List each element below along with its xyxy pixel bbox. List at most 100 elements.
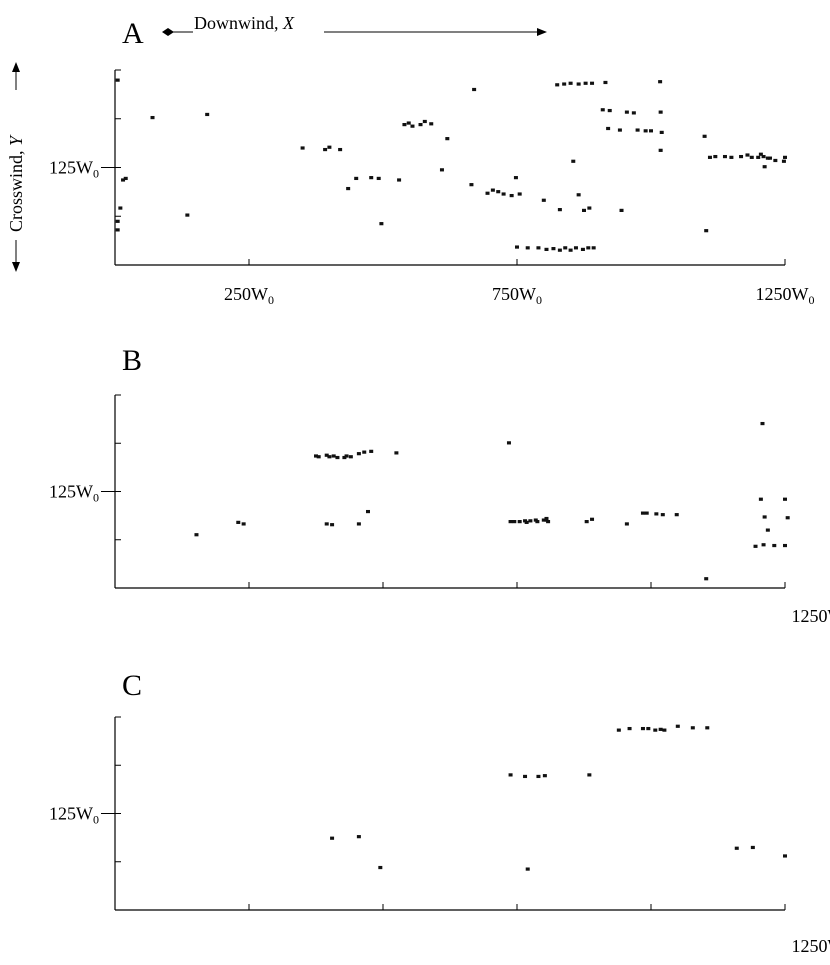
data-point	[472, 87, 477, 92]
data-point	[760, 421, 765, 426]
data-point	[342, 455, 347, 460]
data-point	[640, 511, 645, 515]
data-point	[525, 246, 530, 250]
data-point	[330, 523, 335, 527]
data-point	[713, 154, 718, 159]
data-point	[501, 192, 506, 196]
data-point	[300, 146, 305, 150]
data-point	[662, 728, 667, 732]
data-point	[658, 148, 663, 152]
data-point	[603, 80, 608, 85]
data-point	[123, 176, 128, 181]
data-point	[590, 81, 595, 85]
data-point	[758, 152, 763, 156]
data-point	[331, 454, 336, 458]
data-point	[761, 154, 766, 159]
data-point	[761, 543, 766, 547]
data-point	[185, 213, 190, 217]
data-point	[327, 145, 332, 149]
data-point	[749, 155, 754, 159]
data-point	[445, 137, 450, 141]
data-point	[783, 497, 787, 501]
data-point	[394, 451, 399, 455]
x-tick-label: 1250W0	[756, 284, 815, 307]
data-point	[617, 128, 622, 132]
data-point	[410, 124, 415, 128]
data-point	[555, 83, 560, 87]
data-point	[376, 176, 381, 181]
crosswind-label: Crosswind, Y	[6, 134, 26, 232]
data-point	[722, 154, 727, 159]
data-point	[406, 121, 411, 125]
data-point	[118, 206, 123, 210]
data-point	[739, 154, 744, 159]
data-point	[150, 115, 155, 120]
data-point	[762, 165, 767, 169]
data-point	[773, 158, 778, 163]
data-point	[536, 246, 541, 250]
data-point	[571, 159, 576, 163]
data-point	[316, 455, 321, 459]
x-tick-label: 1250W0	[792, 606, 830, 629]
data-point	[658, 80, 663, 84]
y-tick-label: 125W0	[49, 482, 99, 505]
data-point	[758, 497, 763, 501]
panel-a-letter: A	[122, 17, 144, 50]
y-tick-label-subscript: 0	[93, 813, 99, 827]
data-point	[557, 208, 562, 212]
data-point	[584, 520, 589, 524]
data-point	[582, 208, 586, 212]
data-point	[546, 520, 551, 524]
x-tick-label-subscript: 0	[809, 293, 815, 307]
x-tick-label-subscript: 0	[268, 293, 274, 307]
data-point	[580, 247, 585, 251]
data-point	[586, 246, 591, 250]
data-point	[631, 111, 636, 115]
data-point	[690, 726, 695, 730]
data-point	[418, 123, 423, 127]
data-point	[658, 727, 663, 731]
downwind-var: X	[282, 13, 295, 33]
data-point	[402, 123, 407, 127]
crosswind-down-arrow-icon	[12, 262, 20, 272]
data-point	[542, 774, 547, 778]
downwind-label: Downwind, X	[194, 13, 295, 33]
data-point	[506, 441, 511, 445]
data-point	[587, 773, 592, 777]
data-point	[783, 543, 787, 548]
downwind-axis-title: Downwind, X	[162, 13, 547, 36]
data-point	[528, 519, 533, 523]
data-point	[783, 854, 787, 858]
data-point	[323, 147, 328, 152]
data-point	[535, 520, 540, 524]
data-point	[541, 198, 546, 202]
data-point	[496, 190, 501, 194]
panel-b: 1250W0 125W0	[49, 394, 830, 629]
crosswind-up-arrow-icon	[12, 62, 20, 72]
data-point	[653, 728, 658, 732]
data-point	[640, 726, 645, 731]
data-point	[115, 219, 120, 223]
data-point	[379, 222, 384, 226]
data-point	[587, 206, 592, 210]
data-point	[551, 247, 556, 251]
data-point	[115, 78, 120, 82]
y-tick-label: 125W0	[49, 158, 99, 181]
data-point	[541, 518, 546, 522]
panels: 250W0750W01250W0125W01250W0125W01250W012…	[49, 69, 830, 959]
data-point	[624, 110, 629, 114]
data-point	[324, 522, 329, 526]
data-point	[704, 577, 709, 581]
data-point	[397, 178, 402, 182]
crosswind-text: Crosswind,	[6, 150, 26, 232]
data-point	[513, 176, 518, 180]
data-point	[536, 774, 541, 779]
data-point	[346, 186, 351, 191]
data-point	[236, 520, 241, 524]
data-point	[590, 517, 595, 521]
data-point	[568, 81, 573, 85]
data-point	[557, 248, 562, 252]
y-tick-label-subscript: 0	[93, 167, 99, 181]
data-point	[756, 155, 761, 159]
